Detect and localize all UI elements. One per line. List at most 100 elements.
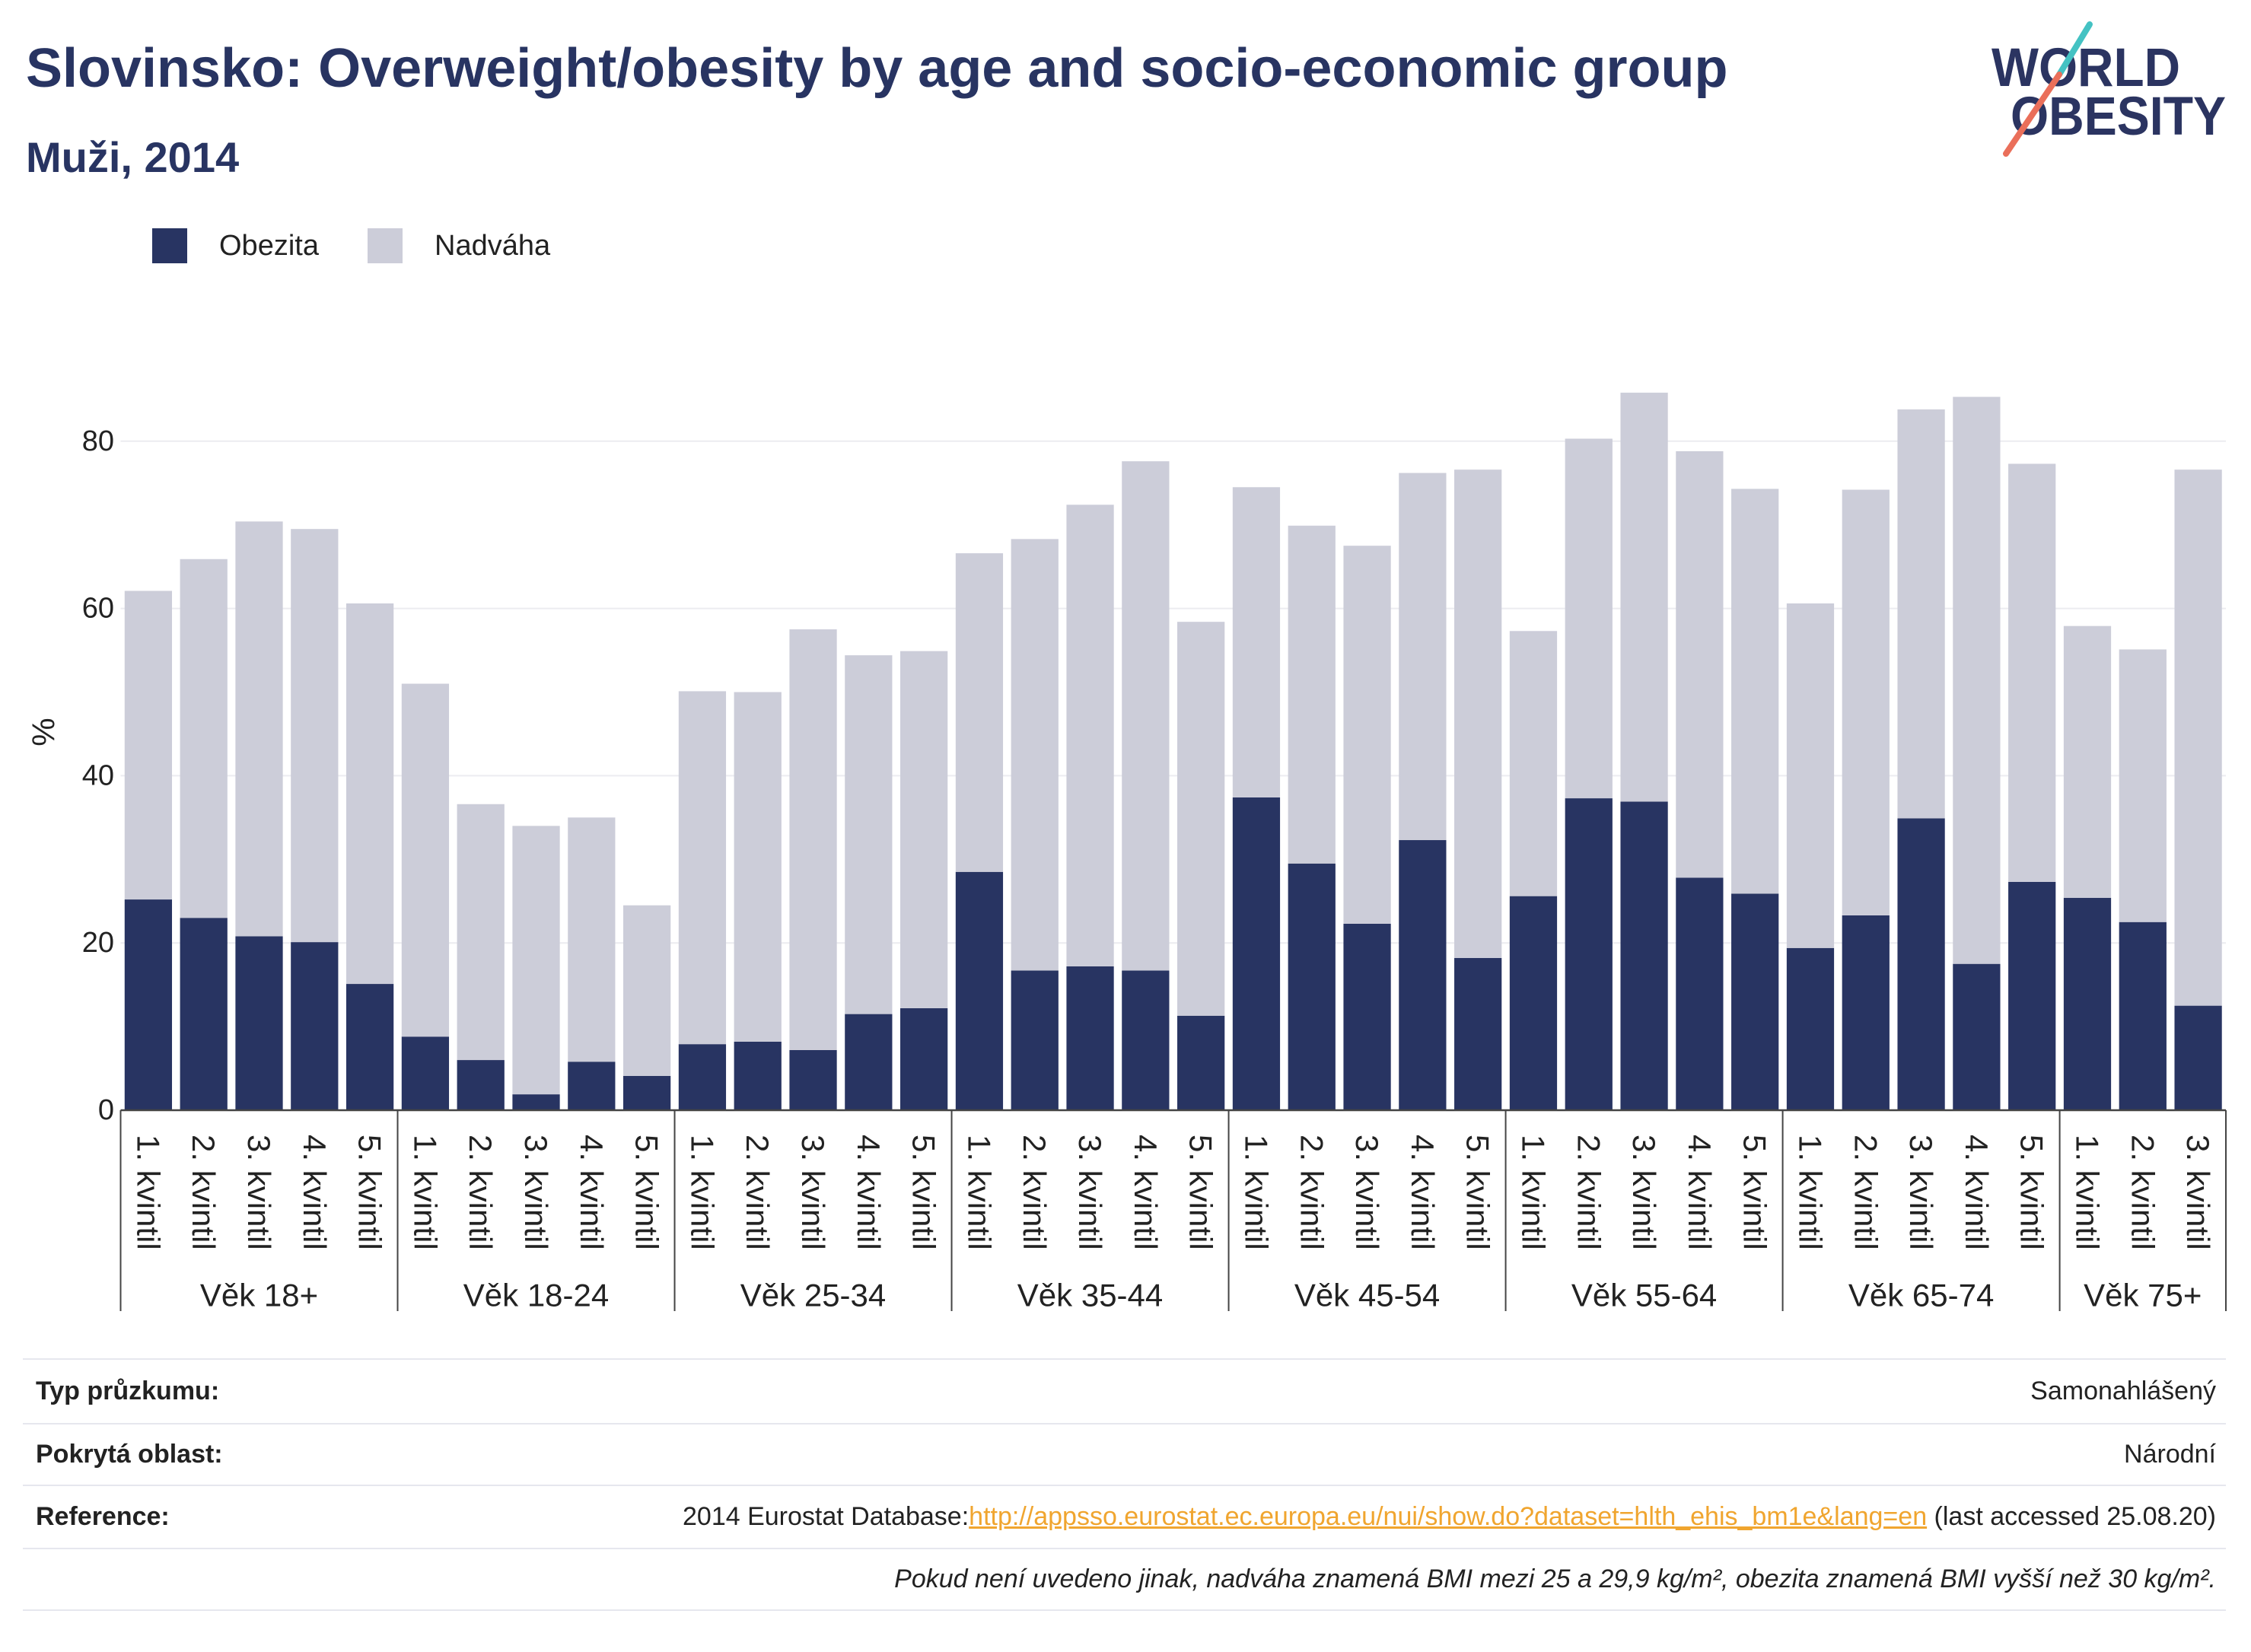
bar-obezita-30 [1731, 893, 1779, 1110]
x-tick-label: 2. kvintil [1017, 1135, 1052, 1250]
bar-nadvaha-8 [512, 826, 560, 1095]
x-tick-label: 5. kvintil [906, 1135, 942, 1250]
footer-row-coverage: Pokrytá oblast: Národní [23, 1423, 2226, 1485]
bar-obezita-17 [1011, 970, 1059, 1110]
legend-swatch-nadvaha [368, 228, 403, 263]
x-tick-label: 5. kvintil [1183, 1135, 1219, 1250]
bar-obezita-36 [2063, 897, 2112, 1110]
bar-obezita-25 [1454, 957, 1502, 1110]
bar-obezita-32 [1842, 915, 1890, 1110]
x-tick-label: 2. kvintil [1294, 1135, 1329, 1250]
footer-row-survey-type: Typ průzkumu: Samonahlášený [23, 1358, 2226, 1423]
bar-obezita-38 [2174, 1005, 2222, 1110]
x-tick-label: 3. kvintil [795, 1135, 831, 1250]
bar-obezita-19 [1122, 970, 1170, 1110]
bar-obezita-8 [512, 1094, 560, 1110]
group-label: Věk 18+ [200, 1278, 318, 1313]
bar-nadvaha-12 [734, 692, 782, 1042]
reference-prefix: 2014 Eurostat Database: [683, 1502, 969, 1531]
legend-item-nadvaha[interactable]: Nadváha [368, 228, 550, 263]
bar-nadvaha-29 [1676, 450, 1724, 878]
bar-nadvaha-30 [1731, 489, 1779, 894]
bar-obezita-35 [2008, 881, 2056, 1110]
bar-nadvaha-37 [2119, 649, 2167, 922]
bar-nadvaha-6 [401, 683, 450, 1037]
bar-obezita-20 [1177, 1015, 1225, 1110]
bar-nadvaha-3 [235, 521, 283, 937]
x-tick-label: 1. kvintil [130, 1135, 166, 1250]
footer-row-reference: Reference: 2014 Eurostat Database:http:/… [23, 1485, 2226, 1548]
bar-obezita-24 [1399, 840, 1447, 1110]
bar-nadvaha-2 [180, 559, 228, 918]
bar-nadvaha-14 [845, 655, 893, 1014]
x-tick-label: 1. kvintil [2069, 1135, 2105, 1250]
coverage-label: Pokrytá oblast: [36, 1440, 223, 1469]
x-axis: 1. kvintil 2. kvintil 3. kvintil 4. kvintil… [119, 1109, 2227, 1313]
bar-obezita-4 [291, 942, 339, 1110]
bar-nadvaha-1 [124, 590, 173, 900]
bar-obezita-2 [180, 918, 228, 1110]
x-tick-label: 2. kvintil [463, 1135, 498, 1250]
coverage-value: Národní [2124, 1440, 2216, 1469]
reference-label: Reference: [36, 1502, 170, 1531]
group-label: Věk 55-64 [1571, 1278, 1717, 1313]
bar-obezita-5 [345, 984, 394, 1110]
x-tick-label: 3. kvintil [1903, 1135, 1939, 1250]
bar-nadvaha-17 [1011, 539, 1059, 971]
x-tick-label: 1. kvintil [1792, 1135, 1828, 1250]
x-tick-label: 1. kvintil [407, 1135, 443, 1250]
x-tick-label: 5. kvintil [2014, 1135, 2050, 1250]
bar-nadvaha-34 [1953, 396, 2001, 964]
bar-obezita-22 [1288, 863, 1336, 1110]
bar-nadvaha-33 [1897, 409, 1945, 819]
legend-label-obezita: Obezita [219, 229, 319, 262]
bar-nadvaha-23 [1343, 546, 1391, 924]
footer-row-note: Pokud není uvedeno jinak, nadváha znamen… [23, 1548, 2226, 1611]
reference-suffix: (last accessed 25.08.20) [1927, 1502, 2216, 1531]
bar-nadvaha-16 [955, 553, 1004, 872]
reference-link[interactable]: http://appsso.eurostat.ec.europa.eu/nui/… [969, 1502, 1928, 1531]
y-tick-label: 40 [82, 759, 114, 791]
reference-value: 2014 Eurostat Database:http://appsso.eur… [683, 1502, 2216, 1532]
bar-nadvaha-10 [623, 905, 671, 1076]
bar-nadvaha-32 [1842, 489, 1890, 915]
bar-obezita-21 [1232, 797, 1281, 1110]
bar-obezita-18 [1066, 966, 1114, 1110]
group-label: Věk 45-54 [1294, 1278, 1440, 1313]
bar-nadvaha-25 [1454, 469, 1502, 958]
x-tick-label: 4. kvintil [1682, 1135, 1718, 1250]
y-axis-label: % [26, 718, 62, 746]
x-tick-label: 4. kvintil [1405, 1135, 1441, 1250]
bar-nadvaha-5 [345, 603, 394, 985]
bar-obezita-14 [845, 1014, 893, 1110]
definition-note: Pokud není uvedeno jinak, nadváha znamen… [894, 1564, 2216, 1593]
bar-obezita-9 [568, 1062, 616, 1110]
bars [124, 393, 2222, 1110]
bar-nadvaha-36 [2063, 625, 2112, 898]
legend-item-obezita[interactable]: Obezita [152, 228, 319, 263]
group-label: Věk 75+ [2084, 1278, 2202, 1313]
bar-obezita-29 [1676, 877, 1724, 1110]
bar-nadvaha-15 [900, 651, 948, 1008]
bar-obezita-11 [678, 1044, 727, 1110]
bar-nadvaha-19 [1122, 461, 1170, 971]
world-obesity-logo: WORLD OBESITY [1992, 21, 2226, 157]
bar-nadvaha-7 [457, 804, 505, 1061]
chart-title: Slovinsko: Overweight/obesity by age and… [26, 38, 1728, 99]
x-tick-label: 1. kvintil [684, 1135, 720, 1250]
bar-nadvaha-27 [1565, 438, 1613, 799]
y-tick-label: 60 [82, 593, 114, 625]
group-label: Věk 35-44 [1017, 1278, 1163, 1313]
x-tick-label: 2. kvintil [740, 1135, 775, 1250]
bar-obezita-28 [1620, 801, 1668, 1110]
bar-nadvaha-20 [1177, 622, 1225, 1016]
y-tick-label: 20 [82, 927, 114, 959]
x-tick-label: 5. kvintil [1460, 1135, 1496, 1250]
survey-type-value: Samonahlášený [2030, 1377, 2216, 1405]
legend-swatch-obezita [152, 228, 187, 263]
bar-nadvaha-31 [1786, 603, 1835, 948]
x-tick-label: 3. kvintil [1072, 1135, 1108, 1250]
bar-obezita-15 [900, 1007, 948, 1110]
x-tick-label: 2. kvintil [1571, 1135, 1606, 1250]
bar-obezita-1 [124, 899, 173, 1110]
